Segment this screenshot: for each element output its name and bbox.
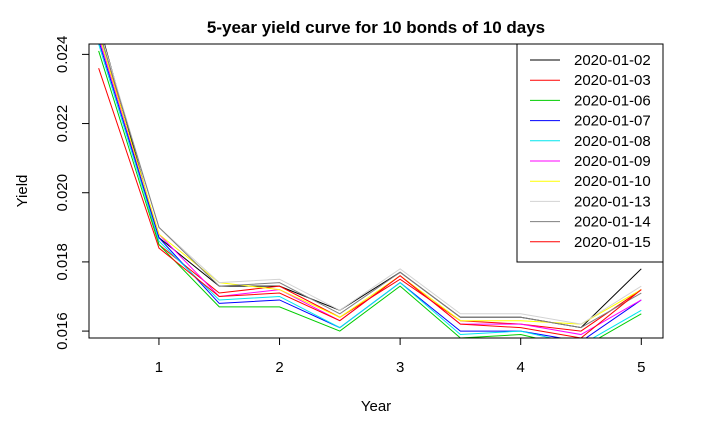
series-line — [103, 44, 642, 325]
series-line — [102, 44, 642, 329]
series-line — [98, 44, 642, 338]
legend-label: 2020-01-03 — [574, 72, 651, 89]
y-tick-label: 0.020 — [54, 174, 71, 212]
axes: 1 2 3 4 5 0.016 0.018 0.020 0.022 0.024 — [54, 36, 645, 376]
y-tick-label: 0.018 — [54, 243, 71, 281]
series-layer — [98, 44, 642, 338]
y-tick-label: 0.016 — [54, 312, 71, 350]
y-axis-label: Yield — [14, 175, 31, 208]
series-line — [98, 68, 642, 338]
legend-label: 2020-01-08 — [574, 133, 651, 150]
legend-label: 2020-01-09 — [574, 153, 651, 170]
x-tick-label: 1 — [155, 359, 163, 376]
x-tick-label: 3 — [396, 359, 404, 376]
legend-label: 2020-01-07 — [574, 113, 651, 130]
x-tick-label: 4 — [517, 359, 525, 376]
x-axis-label: Year — [361, 398, 391, 415]
legend: 2020-01-02 2020-01-03 2020-01-06 2020-01-07… — [516, 43, 664, 263]
series-line — [98, 50, 642, 338]
y-tick-label: 0.022 — [54, 105, 71, 143]
legend-label: 2020-01-13 — [574, 193, 651, 210]
y-tick-label: 0.024 — [54, 36, 71, 74]
legend-label: 2020-01-14 — [574, 214, 651, 231]
x-tick-label: 2 — [275, 359, 283, 376]
legend-label: 2020-01-15 — [574, 234, 651, 251]
legend-label: 2020-01-06 — [574, 92, 651, 109]
x-tick-label: 5 — [637, 359, 645, 376]
legend-label: 2020-01-10 — [574, 173, 651, 190]
chart-title: 5-year yield curve for 10 bonds of 10 da… — [207, 18, 545, 37]
legend-label: 2020-01-02 — [574, 52, 651, 69]
